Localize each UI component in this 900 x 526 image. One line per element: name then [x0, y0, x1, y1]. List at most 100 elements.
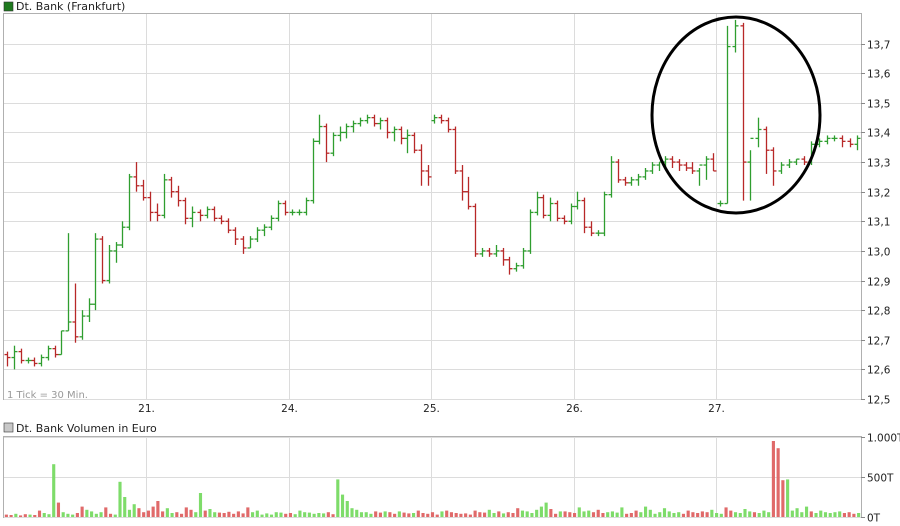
volume-bars [4, 441, 861, 517]
volume-bar [312, 513, 316, 517]
volume-bar [165, 508, 169, 517]
ohlc-bar [323, 123, 330, 163]
volume-bar [52, 464, 56, 517]
volume-bar [388, 512, 392, 517]
ohlc-bar [824, 135, 831, 145]
volume-bar [804, 506, 809, 517]
ohlc-bar [391, 126, 398, 142]
volume-bar [776, 448, 780, 517]
volume-bar [838, 511, 842, 517]
ohlc-bar [282, 200, 289, 216]
volume-bar [719, 513, 723, 517]
volume-y-tick-label: 500T [867, 473, 894, 485]
price-y-tick-label: 13,3 [867, 158, 890, 170]
ohlc-bar [175, 185, 182, 207]
price-gridlines [4, 14, 861, 400]
ohlc-bar [147, 191, 154, 222]
ohlc-bar [547, 197, 554, 222]
ohlc-bar [268, 215, 275, 231]
volume-bar [757, 513, 761, 517]
volume-bar [601, 513, 605, 517]
ohlc-bar [296, 209, 303, 216]
volume-bar [426, 513, 430, 517]
ohlc-bar [608, 156, 615, 198]
volume-bar [643, 506, 648, 517]
volume-bar [232, 513, 236, 517]
ohlc-bar [683, 162, 690, 171]
volume-bar [795, 508, 799, 517]
ohlc-bar [11, 345, 18, 370]
volume-bar [653, 513, 657, 517]
ohlc-bar [628, 176, 635, 186]
ohlc-bar [642, 168, 649, 180]
volume-bar [501, 513, 506, 517]
price-y-axis: 12,5 12,6 12,7 12,8 12,9 13,0 13,1 13,2 13,3 13,4… [861, 40, 891, 407]
volume-bar [75, 513, 79, 517]
volume-bar [691, 512, 695, 517]
ohlc-bar [411, 132, 418, 154]
ohlc-bar [847, 138, 854, 148]
volume-bar [90, 511, 94, 517]
ohlc-bar [204, 206, 211, 219]
volume-bar [350, 508, 354, 517]
volume-bar [629, 513, 633, 517]
volume-bar [33, 515, 37, 517]
volume-bar [99, 512, 103, 517]
volume-bar [516, 508, 520, 517]
volume-bar [184, 507, 188, 517]
ohlc-bar [357, 117, 364, 127]
volume-y-tick-label: 0T [867, 513, 881, 525]
volume-bar [236, 511, 240, 517]
ohlc-bar [106, 245, 113, 284]
ohlc-bar [635, 173, 642, 186]
ohlc-bar [778, 162, 785, 174]
volume-bar [483, 512, 487, 517]
ohlc-bar [364, 114, 371, 124]
ohlc-bar [839, 135, 846, 148]
volume-bar [715, 513, 719, 517]
ohlc-bar [133, 162, 140, 192]
volume-bar [42, 513, 46, 517]
ohlc-bar [189, 206, 196, 228]
volume-y-tick-label: 1.000T [867, 433, 900, 445]
ohlc-bar [330, 132, 337, 157]
volume-bar [648, 509, 652, 517]
volume-bar [104, 507, 108, 517]
ohlc-bar [438, 114, 445, 124]
price-y-tick-label: 12,8 [867, 306, 890, 318]
volume-bar [662, 508, 667, 517]
ohlc-bar [669, 156, 676, 168]
ohlc-bar [182, 197, 189, 225]
volume-bar [752, 512, 757, 517]
volume-bar [56, 502, 61, 517]
volume-bar [587, 510, 591, 517]
volume-bar [563, 511, 567, 517]
volume-bar [118, 481, 122, 517]
ohlc-bar [696, 164, 703, 186]
volume-bar [23, 514, 27, 517]
volume-bar [9, 515, 13, 517]
ohlc-bar [254, 227, 261, 243]
volume-bar [288, 513, 293, 517]
volume-bar [667, 511, 671, 517]
volume-bar [170, 513, 174, 517]
volume-bar [615, 512, 619, 517]
volume-bar [852, 513, 856, 517]
volume-bar [435, 514, 439, 517]
price-y-tick-label: 13,1 [867, 217, 890, 229]
ohlc-bar [732, 19, 739, 53]
volume-bar [511, 513, 515, 517]
volume-bar [393, 513, 397, 517]
volume-bar [66, 513, 70, 517]
volume-bar [620, 507, 624, 517]
ohlc-bar [310, 138, 317, 204]
volume-bar [217, 512, 222, 517]
ohlc-bar [197, 209, 204, 222]
volume-bar [317, 513, 321, 517]
volume-bar [255, 510, 259, 517]
volume-bar [345, 501, 349, 517]
ohlc-bar [755, 117, 762, 148]
volume-bar [416, 510, 420, 517]
volume-bar [203, 510, 207, 517]
volume-bar [568, 512, 572, 517]
